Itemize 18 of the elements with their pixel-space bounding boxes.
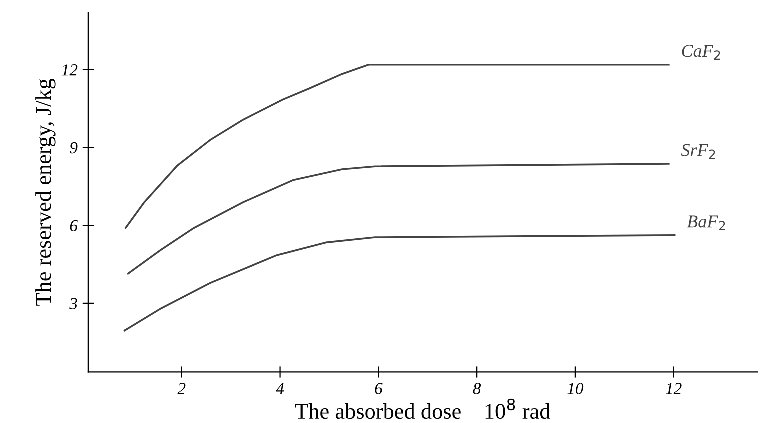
y-tick-label: 3 <box>70 298 78 310</box>
x-tick-label: 8 <box>473 383 482 394</box>
x-tick-label: 2 <box>178 383 186 394</box>
y-tick-label: 9 <box>70 142 78 154</box>
y-tick-label: 6 <box>70 220 78 232</box>
line-series <box>124 234 676 332</box>
series-label: BaF$_{2}$ <box>687 216 726 231</box>
x-tick-label: 12 <box>666 383 682 394</box>
series-label: SrF$_{2}$ <box>681 144 716 160</box>
y-tick-label: 12 <box>62 64 78 76</box>
x-tick-label: 4 <box>276 383 284 394</box>
x-tick-label: 6 <box>375 383 383 394</box>
line-series <box>127 163 670 275</box>
x-tick-label: 10 <box>568 383 584 394</box>
x-axis-title: The absorbed dose 10$^{8}$ rad <box>295 398 550 420</box>
y-axis-title: The reserved energy, J/kg <box>36 79 56 306</box>
series-label: CaF$_{2}$ <box>682 45 720 60</box>
line-series <box>124 64 670 230</box>
